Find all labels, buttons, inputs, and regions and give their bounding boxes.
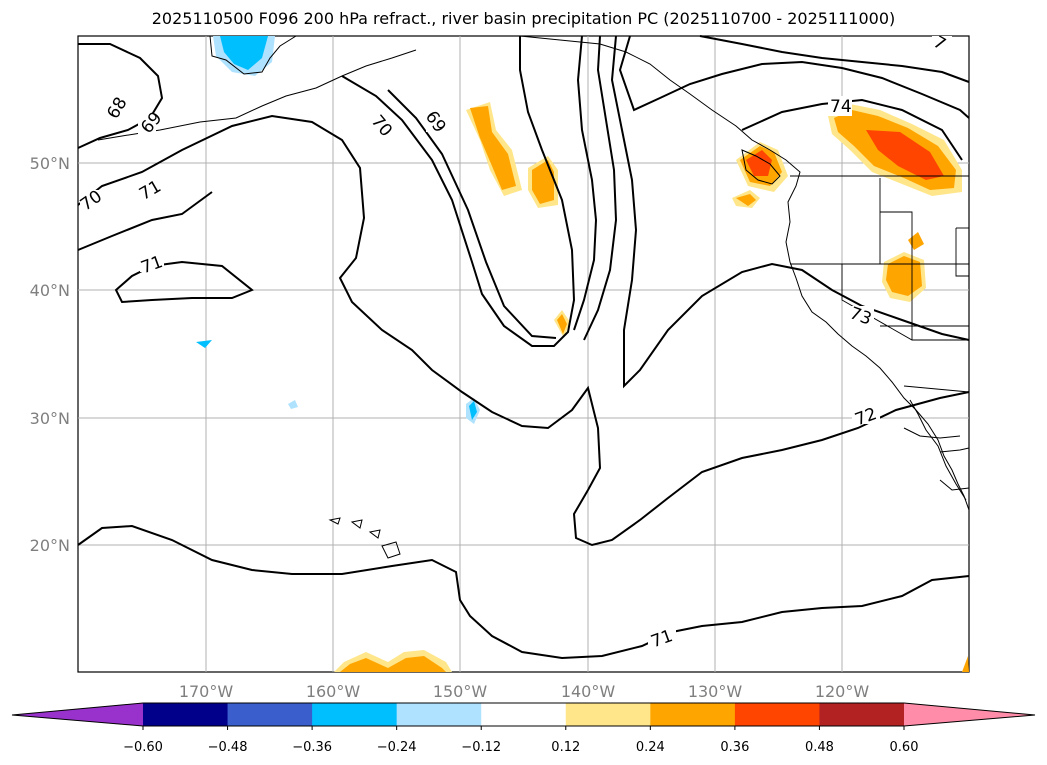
colorbar-tick-label: 0.24 — [636, 740, 665, 755]
political-boundaries — [790, 175, 970, 393]
colorbar-extend-high — [904, 703, 1035, 726]
colorbar-segment — [312, 703, 398, 726]
colorbar-tick-label: −0.36 — [292, 740, 332, 755]
colorbar-ticks: −0.60 −0.48 −0.36 −0.24 −0.12 0.12 0.24 0.36 0.4… — [123, 726, 918, 755]
colorbar-tick-label: 0.12 — [551, 740, 580, 755]
positive-anomaly-patch — [532, 160, 554, 204]
colorbar-segment — [481, 703, 567, 726]
map-frame — [77, 35, 970, 673]
colorbar-segment — [819, 703, 905, 726]
positive-anomaly-patch — [962, 656, 969, 672]
positive-anomaly-patch — [557, 314, 567, 334]
positive-anomaly-patch — [340, 656, 446, 672]
lon-label: 140°W — [561, 682, 616, 701]
precip-shading — [196, 36, 969, 672]
lat-label: 40°N — [30, 281, 70, 300]
lon-label: 130°W — [688, 682, 743, 701]
lon-label: 120°W — [815, 682, 870, 701]
latitude-labels: 50°N 40°N 30°N 20°N — [30, 154, 70, 555]
colorbar-segment — [734, 703, 820, 726]
lon-label: 150°W — [433, 682, 488, 701]
colorbar-segment — [650, 703, 736, 726]
lat-label: 50°N — [30, 154, 70, 173]
positive-anomaly-patch — [746, 150, 772, 176]
colorbar-tick-label: −0.24 — [377, 740, 417, 755]
colorbar-extend-low — [12, 703, 143, 726]
negative-anomaly-patch — [196, 340, 212, 348]
negative-anomaly-patch — [469, 401, 477, 420]
colorbar: −0.60 −0.48 −0.36 −0.24 −0.12 0.12 0.24 0.36 0.4… — [11, 702, 1036, 755]
colorbar-tick-label: 0.36 — [720, 740, 749, 755]
colorbar-tick-label: −0.60 — [123, 740, 163, 755]
lon-label: 160°W — [306, 682, 361, 701]
colorbar-tick-label: −0.48 — [208, 740, 248, 755]
colorbar-segment — [396, 703, 482, 726]
lon-label: 170°W — [179, 682, 234, 701]
lat-label: 30°N — [30, 409, 70, 428]
longitude-labels: 170°W 160°W 150°W 140°W 130°W 120°W — [179, 682, 870, 701]
map-title: 2025110500 F096 200 hPa refract., river … — [151, 9, 896, 28]
contour-label: 74 — [830, 97, 852, 117]
negative-anomaly-patch — [220, 36, 268, 70]
colorbar-tick-label: −0.12 — [461, 740, 501, 755]
lat-label: 20°N — [30, 536, 70, 555]
positive-anomaly-patch — [470, 106, 516, 190]
negative-anomaly-patch — [288, 400, 298, 409]
colorbar-segment — [565, 703, 651, 726]
positive-anomaly-patch — [886, 256, 922, 296]
colorbar-tick-label: 0.48 — [805, 740, 834, 755]
positive-anomaly-patch — [866, 130, 944, 180]
colorbar-segment — [143, 703, 229, 726]
positive-anomaly-patch — [736, 194, 756, 206]
colorbar-tick-label: 0.60 — [890, 740, 919, 755]
colorbar-segments — [12, 703, 1035, 726]
colorbar-segment — [227, 703, 313, 726]
